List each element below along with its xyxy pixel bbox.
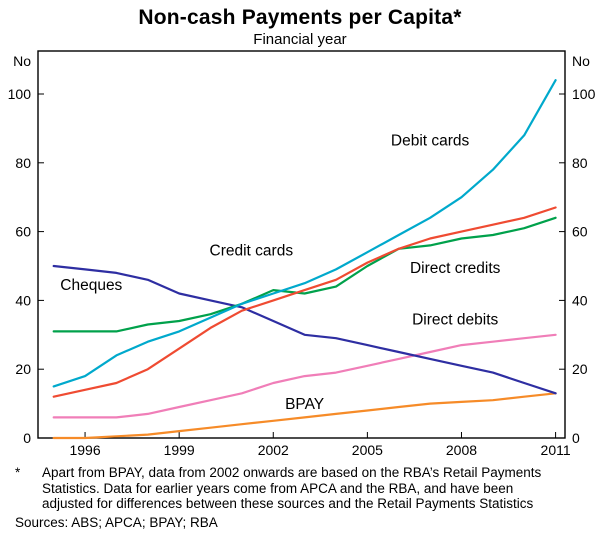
y-axis-unit-right: No bbox=[572, 53, 590, 69]
series-label-cheques: Cheques bbox=[60, 277, 122, 294]
y-tick-label-left: 0 bbox=[23, 430, 31, 446]
plot-frame bbox=[37, 50, 566, 439]
series-label-credit-cards: Credit cards bbox=[210, 243, 294, 260]
sources-line: Sources: ABS; APCA; BPAY; RBA bbox=[15, 514, 218, 530]
x-tick-label: 2005 bbox=[352, 442, 383, 458]
y-tick-label-left: 60 bbox=[15, 224, 31, 240]
footnote-marker: * bbox=[15, 465, 21, 480]
footnote: * Apart from BPAY, data from 2002 onward… bbox=[0, 458, 600, 512]
y-tick-label-left: 100 bbox=[8, 86, 32, 102]
x-tick-label: 1999 bbox=[164, 442, 195, 458]
series-line-direct-debits bbox=[52, 333, 557, 419]
chart-subtitle: Financial year bbox=[253, 31, 347, 48]
y-tick-label-right: 20 bbox=[572, 361, 588, 377]
series-label-direct-credits: Direct credits bbox=[410, 260, 501, 277]
series-line-bpay bbox=[52, 392, 557, 440]
series-label-direct-debits: Direct debits bbox=[412, 312, 498, 329]
y-tick-label-left: 40 bbox=[15, 292, 31, 308]
series-label-bpay: BPAY bbox=[285, 396, 324, 413]
footnote-text: Apart from BPAY, data from 2002 onwards … bbox=[42, 465, 542, 512]
y-tick-label-right: 60 bbox=[572, 224, 588, 240]
series-line-credit-cards bbox=[52, 206, 557, 398]
x-tick-label: 2002 bbox=[258, 442, 289, 458]
y-tick-label-right: 0 bbox=[572, 430, 580, 446]
chart-page: Non-cash Payments per Capita* Financial … bbox=[0, 6, 600, 530]
series-label-debit-cards: Debit cards bbox=[391, 133, 470, 150]
series-line-cheques bbox=[52, 264, 557, 395]
series-line-debit-cards bbox=[52, 79, 557, 388]
y-tick-label-left: 20 bbox=[15, 361, 31, 377]
series-line-direct-credits bbox=[52, 216, 557, 333]
x-tick-label: 2011 bbox=[541, 442, 571, 458]
y-tick-label-right: 40 bbox=[572, 292, 588, 308]
chart-title: Non-cash Payments per Capita* bbox=[138, 6, 462, 29]
y-axis-unit-left: No bbox=[13, 53, 31, 69]
y-tick-label-left: 80 bbox=[15, 155, 31, 171]
x-tick-label: 1996 bbox=[69, 442, 100, 458]
y-tick-label-right: 80 bbox=[572, 155, 588, 171]
line-chart: 0 0 20 20 40 40 60 60 80 80 100 100 No No 1996 1999 2002… bbox=[8, 50, 596, 458]
x-tick-label: 2008 bbox=[446, 442, 477, 458]
y-tick-label-right: 100 bbox=[572, 86, 596, 102]
